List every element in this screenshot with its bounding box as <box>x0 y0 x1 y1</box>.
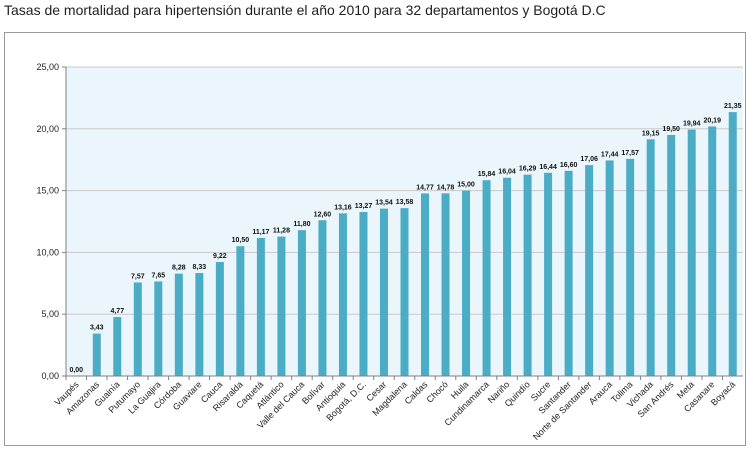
data-label: 13,54 <box>375 200 393 207</box>
data-label: 21,35 <box>724 103 742 110</box>
y-tick-label: 15,00 <box>36 186 59 196</box>
data-label: 17,44 <box>601 151 619 158</box>
bar <box>400 208 409 376</box>
bar <box>174 273 183 376</box>
bar <box>605 160 614 376</box>
bar <box>441 193 450 376</box>
category-label: Chocó <box>424 379 449 404</box>
data-label: 13,58 <box>396 199 414 206</box>
y-tick-label: 25,00 <box>36 62 59 72</box>
bars <box>92 112 737 376</box>
data-label: 14,78 <box>437 184 455 191</box>
data-label: 20,19 <box>703 117 721 124</box>
data-label: 19,15 <box>642 130 660 137</box>
bar <box>318 220 327 376</box>
data-label: 17,06 <box>580 156 598 163</box>
bar <box>92 333 101 376</box>
bar <box>256 237 265 376</box>
data-label: 16,04 <box>498 169 516 176</box>
data-label: 19,94 <box>683 121 701 128</box>
category-label: Arauca <box>587 379 614 406</box>
data-label: 16,60 <box>560 162 578 169</box>
y-tick-label: 10,00 <box>36 247 59 257</box>
y-tick-label: 5,00 <box>41 309 59 319</box>
data-label: 4,77 <box>110 308 124 315</box>
data-label: 16,29 <box>519 166 537 173</box>
bar <box>544 172 553 376</box>
bar <box>728 112 737 376</box>
data-label: 7,65 <box>152 272 166 279</box>
data-label: 15,84 <box>478 171 496 178</box>
data-label: 10,50 <box>232 237 250 244</box>
y-axis-ticks: 0,00 5,00 10,00 15,00 20,00 25,00 <box>36 62 66 381</box>
bar <box>503 177 512 376</box>
bar <box>297 230 306 376</box>
data-label: 11,17 <box>252 229 269 236</box>
data-label: 13,16 <box>334 204 352 211</box>
bar <box>154 281 163 376</box>
bar <box>523 174 532 376</box>
data-label: 12,60 <box>314 211 332 218</box>
bar <box>236 246 245 376</box>
data-label: 16,44 <box>539 164 557 171</box>
bar <box>646 139 655 376</box>
category-label: Caldas <box>403 379 430 406</box>
bar <box>421 193 430 376</box>
bar <box>215 262 224 376</box>
bar <box>482 180 491 376</box>
y-tick-label: 0,00 <box>41 371 59 381</box>
data-label: 7,57 <box>131 273 145 280</box>
data-label: 0,00 <box>69 367 83 374</box>
bar <box>195 273 204 376</box>
bar <box>133 282 142 376</box>
bar <box>338 213 347 376</box>
data-label: 9,22 <box>213 253 227 260</box>
y-tick-label: 20,00 <box>36 124 59 134</box>
bar <box>687 129 696 376</box>
bar <box>708 126 717 376</box>
data-label: 19,50 <box>662 126 680 133</box>
bar <box>667 134 676 376</box>
data-label: 13,27 <box>355 203 373 210</box>
bar <box>277 236 286 376</box>
bar <box>626 158 635 376</box>
bar <box>585 165 594 376</box>
bar <box>462 190 471 376</box>
data-label: 11,80 <box>293 221 310 228</box>
data-label: 11,28 <box>273 228 290 235</box>
bar <box>113 317 122 376</box>
data-labels: 0,003,434,777,57 7,658,28 8,339,2210,5011,… <box>69 103 741 374</box>
data-label: 3,43 <box>90 325 104 332</box>
data-label: 17,57 <box>621 150 639 157</box>
bar <box>359 211 368 376</box>
data-label: 15,00 <box>457 182 475 189</box>
data-label: 8,28 <box>172 265 186 272</box>
data-label: 14,77 <box>416 184 434 191</box>
bar <box>379 208 388 376</box>
bar <box>564 170 573 376</box>
chart-title: Tasas de mortalidad para hipertensión du… <box>4 2 606 18</box>
data-label: 8,33 <box>193 264 207 271</box>
